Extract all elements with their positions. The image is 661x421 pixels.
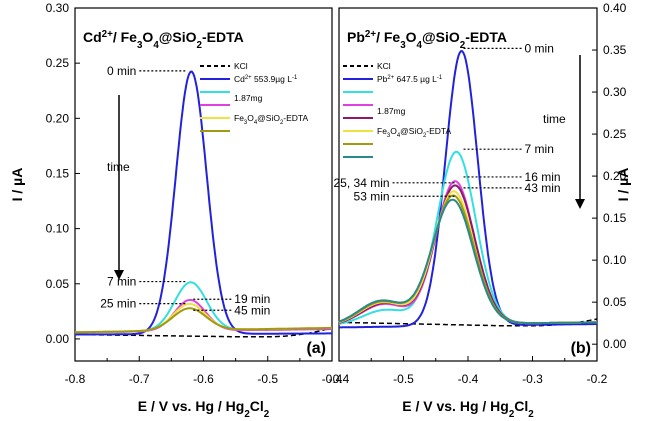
time-annotation: 0 min (107, 64, 136, 78)
y-axis-label: I / µA (9, 168, 25, 202)
x-tick-label: -0.5 (393, 372, 414, 386)
x-tick-label: -0.4 (458, 372, 479, 386)
panel-title: Cd2+/ Fe3O4@SiO2-EDTA (83, 29, 244, 51)
y-tick-label: 0.30 (46, 1, 70, 15)
time-annotation: 43 min (525, 181, 561, 195)
x-tick-label: -0.3 (522, 372, 543, 386)
x-tick-label: -0.2 (587, 372, 608, 386)
time-arrow-head (114, 270, 124, 280)
legend-label-1: Pb2+ 647.5 µg L-1 (377, 74, 443, 84)
x-tick-label: -0.5 (257, 372, 278, 386)
y-tick-label: 0.00 (603, 337, 627, 351)
time-annotation: 25, 34 min (334, 176, 390, 190)
y-tick-label: 0.35 (603, 43, 627, 57)
y-tick-label: 0.15 (46, 166, 70, 180)
y-tick-label: 0.00 (46, 332, 70, 346)
x-axis-label: E / V vs. Hg / Hg2Cl2 (138, 398, 270, 420)
time-annotation: 0 min (525, 41, 554, 55)
time-annotation: 19 min (234, 292, 270, 306)
series-line-5 (75, 307, 332, 334)
time-annotation: 7 min (525, 142, 554, 156)
time-annotation: 16 min (525, 170, 561, 184)
y-tick-label: 0.40 (603, 1, 627, 15)
panel-a: 0.00 0.05 0.10 0.15 0.20 0.25 0.30 -0.8 -0.7 -0.6… (9, 1, 343, 420)
legend-label-3: 1.87mg (234, 93, 263, 103)
y-tick-label: 0.20 (46, 111, 70, 125)
panel-letter: (a) (306, 340, 326, 357)
legend-label-0: KCl (234, 61, 248, 71)
time-annotation: 45 min (234, 303, 270, 317)
panel-title: Pb2+/ Fe3O4@SiO2-EDTA (347, 29, 507, 51)
legend-label-1: Cd2+ 553.9µg L-1 (234, 74, 298, 84)
x-axis-label: E / V vs. Hg / Hg2Cl2 (402, 398, 534, 420)
y-tick-label: 0.10 (603, 253, 627, 267)
y-tick-label: 0.05 (46, 277, 70, 291)
y-tick-label: 0.05 (603, 295, 627, 309)
time-label: time (543, 112, 566, 126)
series-line-0 (338, 318, 598, 327)
time-annotation: 7 min (107, 275, 136, 289)
x-tick-label: -0.7 (129, 372, 150, 386)
x-tick-label: -0.6 (193, 372, 214, 386)
time-arrow-head (575, 199, 585, 209)
time-annotation: 53 min (354, 189, 390, 203)
y-tick-label: 0.20 (603, 169, 627, 183)
x-tick-label: -0.8 (65, 372, 86, 386)
panel-letter: (b) (571, 340, 591, 357)
y-tick-label: 0.15 (603, 211, 627, 225)
legend-label-4: 1.87mg (377, 106, 406, 116)
y-axis-label: I / µA (615, 168, 631, 202)
series-line-7 (338, 198, 598, 325)
time-label: time (107, 160, 130, 174)
legend-label-5: Fe3O4@SiO2-EDTA (377, 126, 451, 139)
y-tick-label: 0.30 (603, 85, 627, 99)
series-line-1 (339, 50, 597, 329)
legend-label-4: Fe3O4@SiO2-EDTA (234, 113, 308, 126)
y-tick-label: 0.10 (46, 222, 70, 236)
panel-b: 0.00 0.05 0.10 0.15 0.20 0.25 0.30 0.35 0.40 -0.4… (329, 1, 631, 420)
y-tick-label: 0.25 (46, 56, 70, 70)
legend-label-0: KCl (377, 61, 391, 71)
x-tick-label: -0.4 (322, 372, 343, 386)
y-tick-label: 0.25 (603, 127, 627, 141)
series-line-1 (75, 70, 332, 336)
x-tick-label: -0.4 (329, 372, 350, 386)
time-annotation: 25 min (100, 297, 136, 311)
